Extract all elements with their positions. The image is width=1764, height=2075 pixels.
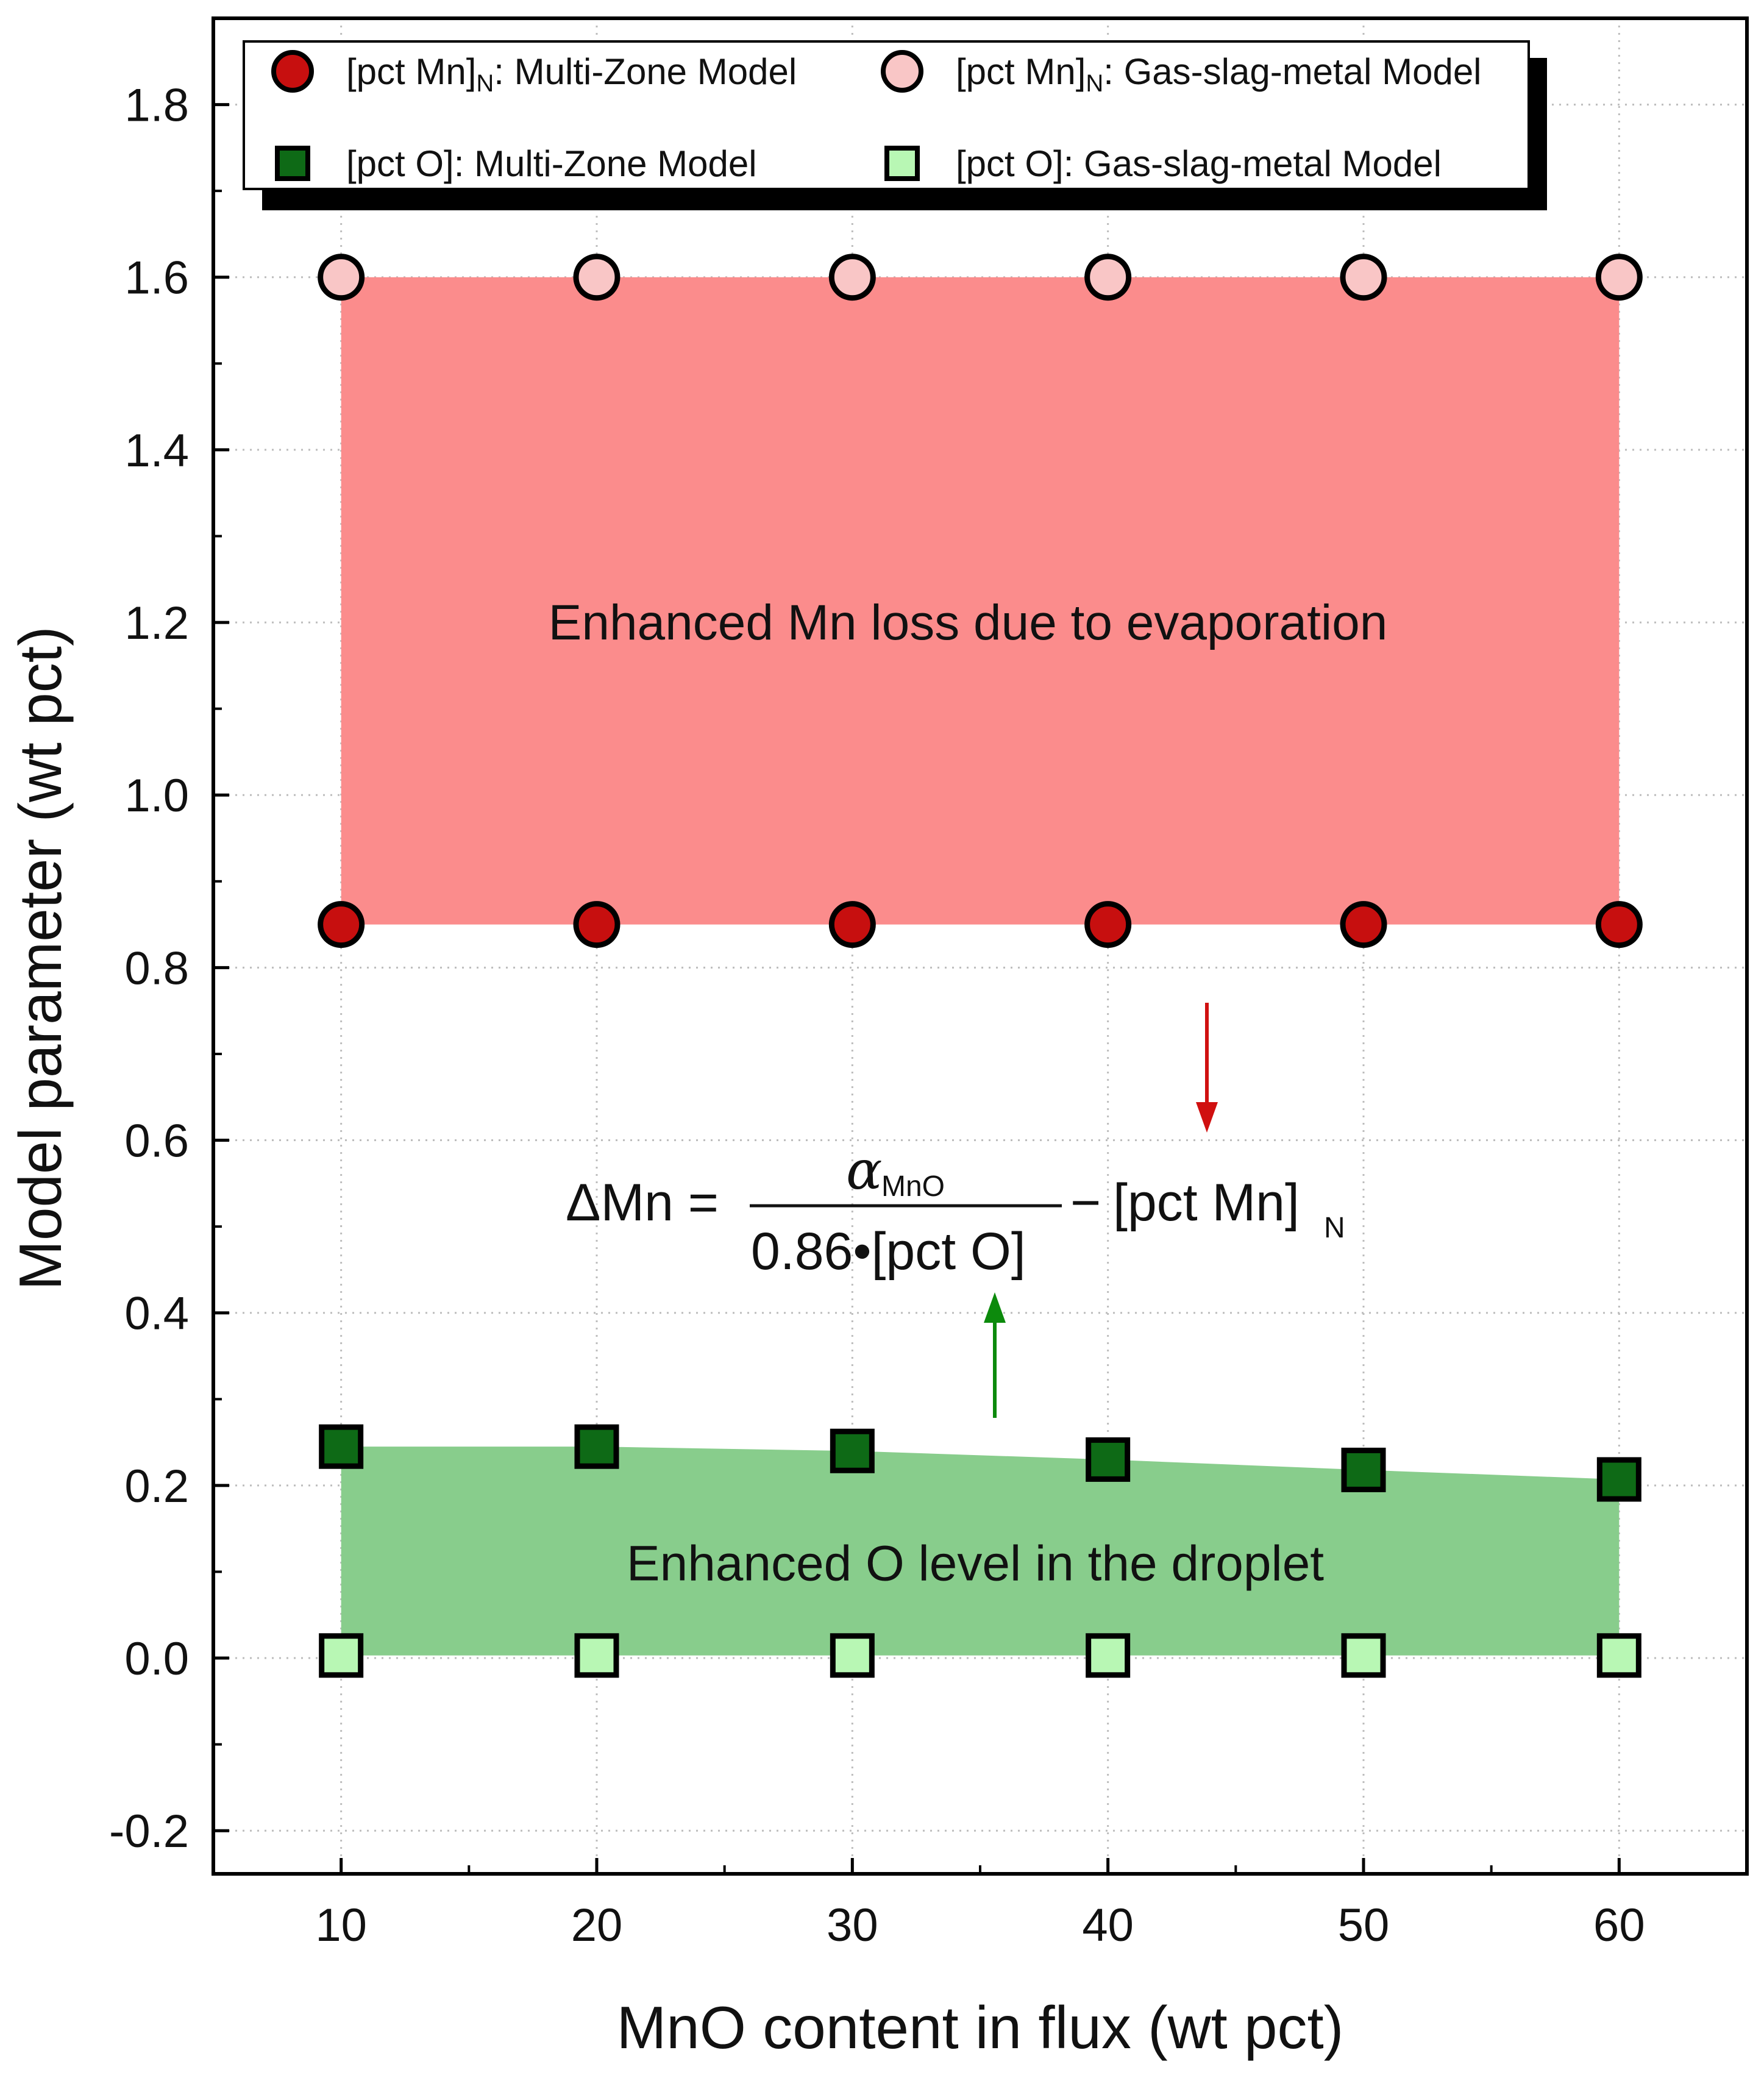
equation-minus: − [1070, 1173, 1101, 1232]
o_gsm-point [1341, 1633, 1386, 1678]
x-tick-label: 10 [315, 1899, 367, 1951]
mn-loss-region [341, 277, 1620, 925]
y-tick-label: 0.8 [124, 942, 189, 994]
axes: 10 20 30 40 50 60 -0.2 0.0 0.2 0.4 0.6 0.8 1.0 1.2 1.4… [109, 16, 1749, 1951]
x-tick-label: 30 [827, 1899, 878, 1951]
legend: [pct Mn]N: Multi-Zone Model [pct Mn]N: Ga… [243, 40, 1547, 210]
x-tick-label: 60 [1593, 1899, 1645, 1951]
y-tick-label: -0.2 [109, 1806, 189, 1857]
mn_mz-point [318, 901, 365, 949]
mn_mz-point [1340, 901, 1387, 949]
o_gsm-point [1086, 1633, 1131, 1678]
y-axis-title: Model parameter (wt pct) [7, 626, 74, 1290]
mn_gsm-point [828, 254, 876, 301]
legend-label-main: [pct Mn] [346, 51, 476, 92]
legend-label-subscript: N [476, 70, 494, 97]
o_mz-point [1086, 1437, 1131, 1482]
y-tick-label: 0.2 [124, 1461, 189, 1512]
mn_mz-point [1084, 901, 1132, 949]
equation-denominator: 0.86•[pct O] [751, 1222, 1026, 1281]
o_mz-point [574, 1424, 619, 1469]
legend-label-subscript: N [1086, 70, 1103, 97]
arrows [984, 1003, 1218, 1418]
x-axis-title: MnO content in flux (wt pct) [617, 1994, 1344, 2061]
legend-marker [884, 146, 920, 181]
legend-item-o_gsm: [pct O]: Gas-slag-metal Model [884, 143, 1442, 184]
mn_mz-point [1595, 901, 1643, 949]
o_gsm-point [319, 1633, 364, 1678]
arrow-up [984, 1292, 1006, 1418]
legend-item-o_mz: [pct O]: Multi-Zone Model [275, 143, 757, 184]
o_gsm-point [574, 1633, 619, 1678]
mn_mz-point [828, 901, 876, 949]
y-tick-label: 0.4 [124, 1288, 189, 1340]
y-tick-label: 1.8 [124, 80, 189, 132]
legend-label-main: [pct O]: Multi-Zone Model [346, 143, 757, 184]
mn_gsm-point [1340, 254, 1387, 301]
legend-marker [271, 50, 314, 93]
mn_gsm-point [318, 254, 365, 301]
arrow-down [1196, 1003, 1218, 1133]
equation-alpha: α [846, 1139, 882, 1201]
y-tick-label: 1.6 [124, 252, 189, 304]
legend-label: [pct O]: Gas-slag-metal Model [956, 143, 1442, 184]
y-tick-label: 1.2 [124, 597, 189, 649]
mn_mz-point [573, 901, 621, 949]
equation-alpha-subscript: MnO [881, 1170, 945, 1203]
o_mz-point [830, 1428, 875, 1473]
arrow-up-head [984, 1292, 1006, 1323]
legend-item-mn_mz: [pct Mn]N: Multi-Zone Model [271, 50, 797, 97]
o-level-region [341, 1447, 1620, 1656]
x-tick-label: 20 [571, 1899, 623, 1951]
arrow-down-head [1196, 1102, 1218, 1133]
shaded-regions [341, 277, 1620, 1656]
equation-lhs: ΔMn = [566, 1173, 719, 1232]
o-region-text: Enhanced O level in the droplet [627, 1536, 1324, 1591]
equation-rhs-subscript: N [1324, 1212, 1345, 1244]
o_gsm-point [1596, 1633, 1641, 1678]
mn-region-text: Enhanced Mn loss due to evaporation [549, 595, 1388, 650]
legend-label-main: [pct Mn] [956, 51, 1086, 92]
legend-label: [pct O]: Multi-Zone Model [346, 143, 757, 184]
equation-rhs: [pct Mn] [1113, 1173, 1300, 1232]
annotations: Enhanced Mn loss due to evaporation Enha… [549, 595, 1388, 1591]
y-tick-label: 1.0 [124, 770, 189, 822]
y-tick-label: 1.4 [124, 425, 189, 477]
o_mz-point [319, 1424, 364, 1469]
delta-mn-equation: ΔMn = α MnO 0.86•[pct O] − [pct Mn] N [566, 1139, 1345, 1281]
legend-label-rest: : Multi-Zone Model [494, 51, 797, 92]
o_mz-point [1341, 1447, 1386, 1492]
legend-label: [pct Mn]N: Gas-slag-metal Model [956, 51, 1482, 97]
y-tick-label: 0.0 [124, 1633, 189, 1685]
mn_gsm-point [1084, 254, 1132, 301]
mn_gsm-point [573, 254, 621, 301]
legend-marker [881, 50, 923, 93]
y-tick-label: 0.6 [124, 1116, 189, 1167]
data-markers [318, 254, 1643, 1678]
o_gsm-point [830, 1633, 875, 1678]
mn_gsm-point [1595, 254, 1643, 301]
legend-label: [pct Mn]N: Multi-Zone Model [346, 51, 797, 97]
legend-label-rest: : Gas-slag-metal Model [1103, 51, 1481, 92]
legend-item-mn_gsm: [pct Mn]N: Gas-slag-metal Model [881, 50, 1482, 97]
o_mz-point [1596, 1457, 1641, 1502]
legend-marker [275, 146, 310, 181]
x-tick-label: 40 [1082, 1899, 1134, 1951]
x-tick-label: 50 [1338, 1899, 1390, 1951]
legend-label-main: [pct O]: Gas-slag-metal Model [956, 143, 1442, 184]
